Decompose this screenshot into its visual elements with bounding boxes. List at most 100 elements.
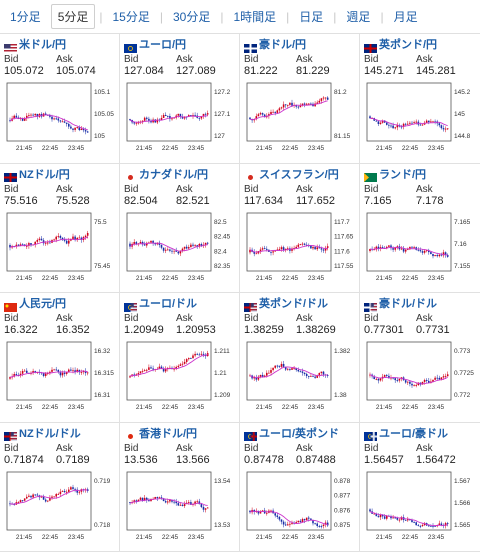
pair-name-link[interactable]: ユーロ/円	[139, 39, 187, 51]
pair-name-link[interactable]: スイスフラン/円	[259, 168, 339, 181]
candle	[21, 243, 24, 245]
ask-label: Ask	[416, 313, 433, 324]
price-chart[interactable]: 0.719 0.718 21:45 22:45 23:45	[4, 469, 116, 543]
tab-daily[interactable]: 日足	[299, 10, 324, 24]
candle	[320, 247, 323, 250]
currency-pair-card[interactable]: ユーロ/円 Bid Ask 127.084 127.089 127.2 127.1 12…	[120, 34, 240, 164]
tab-monthly[interactable]: 月足	[393, 10, 418, 24]
currency-pair-card[interactable]: 人民元/円 Bid Ask 16.322 16.352 16.32 16.315 16.…	[0, 293, 120, 423]
candle	[179, 504, 182, 506]
pair-name-link[interactable]: ユーロ/豪ドル	[379, 427, 449, 440]
price-chart[interactable]: 75.5 75.45 21:45 22:45 23:45	[4, 210, 116, 284]
moving-average-line	[129, 497, 208, 506]
tab-1min[interactable]: 1分足	[10, 10, 41, 24]
bid-value: 0.87478	[244, 453, 284, 466]
price-chart[interactable]: 81.2 81.15 21:45 22:45 23:45	[244, 80, 356, 154]
price-chart[interactable]: 145.2 145 144.8 21:45 22:45 23:45	[364, 80, 476, 154]
candle	[206, 113, 209, 115]
pair-name-link[interactable]: ユーロ/英ポンド	[259, 427, 340, 440]
candle	[198, 117, 201, 119]
currency-pair-card[interactable]: スイスフラン/円 Bid Ask 117.634 117.652 117.7 117.…	[240, 163, 360, 293]
currency-pair-card[interactable]: ユーロ/ドル Bid Ask 1.20949 1.20953 1.211 1.21 1.…	[120, 293, 240, 423]
currency-pair-card[interactable]: NZドル/ドル Bid Ask 0.71874 0.7189 0.719 0.718 2…	[0, 422, 120, 552]
ask-label: Ask	[296, 183, 313, 195]
candle	[26, 115, 28, 119]
candle	[438, 123, 441, 126]
candle	[204, 113, 207, 115]
candle	[129, 501, 131, 503]
candle	[15, 244, 18, 246]
y-tick-label: 16.31	[94, 392, 111, 399]
price-chart[interactable]: 1.567 1.566 1.565 21:45 22:45 23:45	[364, 469, 476, 543]
currency-pair-card[interactable]: 米ドル/円 Bid Ask 105.072 105.074 105.1 105.05 1…	[0, 34, 120, 164]
bid-label: Bid	[364, 54, 379, 65]
price-chart[interactable]: 1.382 1.38 21:45 22:45 23:45	[244, 339, 356, 413]
candle	[377, 515, 380, 517]
currency-pair-card[interactable]: 豪ドル/円 Bid Ask 81.222 81.229 81.2 81.15 21:45…	[240, 34, 360, 164]
candle	[297, 106, 300, 108]
pair-name-link[interactable]: NZドル/円	[19, 168, 70, 181]
price-chart[interactable]: 0.878 0.877 0.876 0.875 21:45 22:45 23:45	[244, 469, 356, 543]
pair-name-link[interactable]: 英ポンド/ドル	[259, 298, 329, 310]
price-chart[interactable]: 7.165 7.16 7.155 21:45 22:45 23:45	[364, 210, 476, 284]
candle	[428, 525, 430, 526]
currency-pair-card[interactable]: ユーロ/豪ドル Bid Ask 1.56457 1.56472 1.567 1.566…	[360, 423, 480, 552]
currency-pair-card[interactable]: 英ポンド/ドル Bid Ask 1.38259 1.38269 1.382 1.38 2…	[240, 293, 360, 423]
x-tick-label: 21:45	[136, 534, 153, 541]
tab-1hour[interactable]: 1時間足	[233, 10, 277, 24]
candle	[53, 118, 55, 120]
candle	[21, 117, 24, 121]
currency-pair-card[interactable]: 豪ドル/ドル Bid Ask 0.77301 0.7731 0.773 0.7725 0…	[360, 293, 480, 423]
price-chart[interactable]: 127.2 127.1 127 21:45 22:45 23:45	[124, 80, 236, 154]
pair-name-link[interactable]: 人民元/円	[19, 298, 67, 310]
tab-weekly[interactable]: 週足	[346, 10, 371, 24]
tab-5min[interactable]: 5分足	[50, 4, 96, 29]
candle	[70, 369, 72, 371]
tab-30min[interactable]: 30分足	[172, 10, 211, 24]
candle	[291, 102, 293, 106]
moving-average-line	[129, 354, 208, 377]
tab-15min[interactable]: 15分足	[112, 10, 150, 24]
currency-pair-card[interactable]: 香港ドル/円 Bid Ask 13.536 13.566 13.54 13.53 21:…	[120, 422, 240, 552]
candle	[320, 525, 323, 527]
pair-name-link[interactable]: 米ドル/円	[19, 39, 67, 51]
pair-name-link[interactable]: 英ポンド/円	[379, 39, 438, 51]
x-tick-label: 22:45	[162, 534, 179, 541]
candle	[82, 371, 85, 373]
candle	[78, 491, 81, 493]
price-chart[interactable]: 16.32 16.315 16.31 21:45 22:45 23:45	[4, 339, 116, 413]
currency-pair-card[interactable]: 英ポンド/円 Bid Ask 145.271 145.281 145.2 145 144…	[360, 34, 480, 164]
price-chart[interactable]: 82.5 82.45 82.4 82.35 21:45 22:45 23:45	[124, 210, 236, 284]
candle	[38, 238, 41, 240]
price-chart[interactable]: 13.54 13.53 21:45 22:45 23:45	[124, 469, 236, 543]
currency-pair-card[interactable]: ランド/円 Bid Ask 7.165 7.178 7.165 7.16 7.155 21…	[360, 164, 480, 293]
pair-name-link[interactable]: 香港ドル/円	[139, 427, 198, 440]
y-tick-label: 1.209	[214, 392, 231, 399]
currency-pair-card[interactable]: NZドル/円 Bid Ask 75.516 75.528 75.5 75.45 21:4…	[0, 163, 120, 293]
candle	[26, 245, 28, 247]
pair-name-link[interactable]: 豪ドル/円	[259, 39, 307, 51]
candle	[303, 103, 306, 105]
moving-average-line	[369, 246, 448, 256]
currency-pair-card[interactable]: ユーロ/英ポンド Bid Ask 0.87478 0.87488 0.878 0.87…	[240, 422, 360, 552]
candle	[72, 236, 74, 239]
pair-name-link[interactable]: ユーロ/ドル	[139, 298, 198, 310]
currency-pair-card[interactable]: カナダドル/円 Bid Ask 82.504 82.521 82.5 82.45 82.…	[120, 163, 240, 293]
price-chart[interactable]: 117.7 117.65 117.6 117.55 21:45 22:45 23:45	[244, 210, 356, 284]
pair-name-link[interactable]: ランド/円	[379, 168, 427, 181]
y-tick-label: 7.16	[454, 241, 467, 248]
price-chart[interactable]: 105.1 105.05 105 21:45 22:45 23:45	[4, 80, 116, 154]
pair-name-link[interactable]: カナダドル/円	[139, 168, 209, 181]
candle	[266, 372, 268, 376]
x-tick-label: 23:45	[308, 404, 325, 411]
price-chart[interactable]: 0.773 0.7725 0.772 21:45 22:45 23:45	[364, 339, 476, 413]
price-chart[interactable]: 1.211 1.21 1.209 21:45 22:45 23:45	[124, 339, 236, 413]
moving-average-line	[129, 115, 208, 123]
candle	[423, 250, 426, 253]
moving-average-line	[249, 244, 328, 253]
pair-name-link[interactable]: NZドル/ドル	[19, 427, 81, 440]
pair-name-link[interactable]: 豪ドル/ドル	[379, 298, 438, 310]
x-tick-label: 23:45	[428, 404, 445, 411]
bid-label: Bid	[364, 183, 379, 195]
candle	[270, 370, 272, 373]
